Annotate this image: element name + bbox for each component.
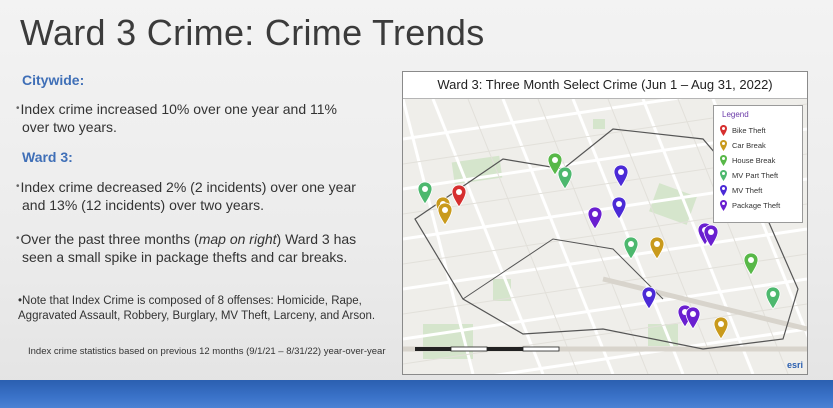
map-pin-icon [720,169,727,181]
bottom-band [0,380,833,408]
note-line-2: Aggravated Assault, Robbery, Burglary, M… [18,310,376,322]
crime-pins-layer [417,152,781,340]
legend-label: Bike Theft [732,125,766,135]
crime-map: Ward 3: Three Month Select Crime (Jun 1 … [402,71,808,375]
crime-pin[interactable] [613,164,629,188]
citywide-paragraph: •Index crime increased 10% over one year… [16,101,337,135]
ward-text-line-2: and 13% (12 incidents) over two years. [22,197,265,213]
map-pin-icon [720,184,727,196]
ward-text-line-3b: map on right [198,231,277,247]
crime-pin[interactable] [641,286,657,310]
legend-item: Car Break [720,139,766,151]
map-pin-icon [720,124,727,136]
index-crime-note: •Note that Index Crime is composed of 8 … [18,295,376,322]
map-pin-icon [720,199,727,211]
crime-pin[interactable] [417,181,433,205]
citywide-text-line-2: over two years. [22,119,117,135]
crime-pin[interactable] [765,286,781,310]
legend-title: Legend [722,110,749,119]
crime-pin[interactable] [685,306,701,330]
map-pin-icon [720,154,727,166]
footnote: Index crime statistics based on previous… [28,346,386,357]
crime-pin[interactable] [437,202,453,226]
crime-pin[interactable] [451,184,467,208]
crime-pin[interactable] [649,236,665,260]
crime-pin[interactable] [587,206,603,230]
ward-paragraph-1: •Index crime decreased 2% (2 incidents) … [16,179,356,213]
legend-label: Package Theft [732,200,781,210]
legend-item: MV Theft [720,184,762,196]
ward-text-line-3c: ) Ward 3 has [276,231,357,247]
slide-title: Ward 3 Crime: Crime Trends [20,12,485,53]
legend-label: House Break [732,155,776,165]
legend-item: Bike Theft [720,124,766,136]
crime-pin[interactable] [611,196,627,220]
crime-pin[interactable] [713,316,729,340]
crime-pin[interactable] [547,152,563,176]
map-area: Legend Bike Theft Car Break House Break MV … [403,77,807,374]
legend-item: MV Part Theft [720,169,778,181]
crime-pin[interactable] [703,224,719,248]
ward-text-line-3a: Over the past three months ( [20,231,199,247]
crime-pin[interactable] [743,252,759,276]
legend-item: Package Theft [720,199,780,211]
map-legend: Legend Bike Theft Car Break House Break MV … [713,105,803,223]
ward-text-line-4: seen a small spike in package thefts and… [22,249,348,265]
citywide-text-line-1: Index crime increased 10% over one year … [20,101,337,117]
note-line-1: Note that Index Crime is composed of 8 o… [22,295,362,307]
ward-paragraph-2: •Over the past three months (map on righ… [16,231,357,265]
ward-text-line-1: Index crime decreased 2% (2 incidents) o… [20,179,356,195]
esri-logo: esri [786,360,803,370]
map-title: Ward 3: Three Month Select Crime (Jun 1 … [403,72,807,99]
legend-label: MV Theft [732,185,763,195]
map-pin-icon [720,139,727,151]
legend-label: MV Part Theft [732,170,779,180]
crime-pin[interactable] [557,166,573,190]
legend-label: Car Break [732,140,766,150]
crime-pin[interactable] [623,236,639,260]
slide: Ward 3 Crime: Crime Trends Citywide: •In… [0,0,833,390]
ward-heading: Ward 3: [22,149,73,165]
citywide-heading: Citywide: [22,72,85,88]
legend-item: House Break [720,154,775,166]
